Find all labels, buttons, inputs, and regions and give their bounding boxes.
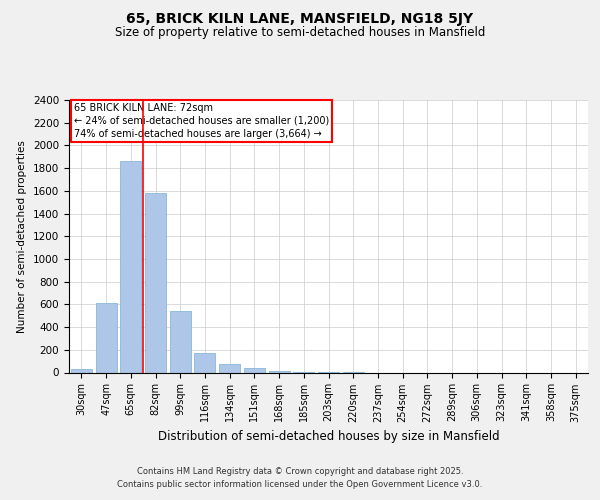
Text: Contains HM Land Registry data © Crown copyright and database right 2025.: Contains HM Land Registry data © Crown c… (137, 467, 463, 476)
Text: Contains public sector information licensed under the Open Government Licence v3: Contains public sector information licen… (118, 480, 482, 489)
Bar (219, 364, 240, 372)
Text: Size of property relative to semi-detached houses in Mansfield: Size of property relative to semi-detach… (115, 26, 485, 39)
X-axis label: Distribution of semi-detached houses by size in Mansfield: Distribution of semi-detached houses by … (158, 430, 499, 443)
Bar (145, 193, 166, 372)
Bar (71, 369, 92, 372)
Text: 65 BRICK KILN LANE: 72sqm
← 24% of semi-detached houses are smaller (1,200)
74% : 65 BRICK KILN LANE: 72sqm ← 24% of semi-… (74, 102, 329, 139)
Bar (269, 371, 290, 372)
Bar (194, 352, 215, 372)
Bar (170, 310, 191, 372)
Bar (120, 162, 141, 372)
Text: 65, BRICK KILN LANE, MANSFIELD, NG18 5JY: 65, BRICK KILN LANE, MANSFIELD, NG18 5JY (127, 12, 473, 26)
Bar (95, 302, 116, 372)
Bar (244, 368, 265, 372)
Y-axis label: Number of semi-detached properties: Number of semi-detached properties (17, 140, 28, 332)
